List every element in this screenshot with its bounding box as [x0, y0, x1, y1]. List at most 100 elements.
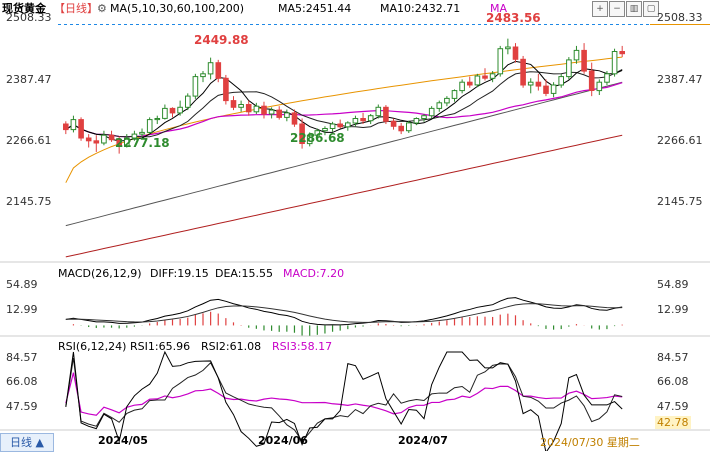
fullscreen-icon[interactable]: ▢: [643, 1, 659, 17]
candle: [436, 100, 443, 112]
candle: [428, 106, 435, 119]
macd-dea-line: [65, 303, 623, 323]
macd-dif-line: [65, 297, 623, 326]
candle: [291, 109, 298, 127]
rsi-tick: 84.57: [657, 351, 689, 364]
candle: [192, 73, 199, 99]
candle-body: [367, 115, 374, 122]
indicator-settings-icon[interactable]: ⚙: [97, 2, 107, 15]
candle-body: [192, 76, 199, 97]
ma200-line: [65, 134, 623, 258]
high-annotation-2: 2483.56: [486, 11, 541, 25]
candle-body: [207, 62, 214, 75]
candle: [85, 134, 92, 148]
candle-body: [550, 84, 557, 94]
x-tick: 2024/07: [398, 434, 448, 447]
low-annotation-1: 2277.18: [115, 136, 170, 150]
rsi-label[interactable]: RSI(6,12,24): [58, 340, 127, 353]
macd-tick-left: 12.99: [6, 303, 38, 316]
candle-body: [299, 123, 305, 144]
price-tick: 2266.61: [657, 134, 703, 147]
candle: [93, 135, 100, 152]
candle: [413, 117, 420, 126]
candle: [230, 96, 237, 111]
candle: [535, 73, 542, 91]
symbol-name: 现货黄金: [2, 2, 46, 15]
candle-body: [444, 97, 450, 104]
candle-body: [223, 77, 229, 102]
price-tick: 2387.47: [657, 73, 703, 86]
chart-type-icon[interactable]: ▥: [626, 1, 642, 17]
candle: [139, 128, 145, 138]
candle: [611, 48, 618, 77]
candle-body: [535, 81, 542, 87]
candle: [108, 130, 115, 142]
candle-body: [581, 49, 587, 72]
rsi-tick-left: 66.08: [6, 375, 38, 388]
rsi2-line: [65, 358, 623, 442]
macd-label[interactable]: MACD(26,12,9): [58, 267, 142, 280]
price-tick-left: 2387.47: [6, 73, 52, 86]
candle: [238, 100, 244, 112]
candle-body: [375, 106, 382, 117]
candle: [474, 73, 481, 88]
candle-body: [558, 76, 565, 86]
period-label: 【日线】: [54, 2, 98, 15]
candle-body: [329, 123, 336, 129]
ma100-line: [65, 81, 623, 227]
candle-body: [169, 107, 176, 114]
candle-body: [588, 70, 595, 91]
cursor-date: 2024/07/30 星期二: [540, 436, 640, 449]
candle-body: [154, 118, 161, 121]
candle: [345, 121, 351, 131]
period-selector-button[interactable]: 日线 ▲: [0, 433, 54, 452]
candle-body: [573, 49, 580, 61]
period-selector-label: 日线: [10, 436, 33, 449]
price-tick-left: 2508.33: [6, 11, 52, 24]
candle: [207, 57, 214, 80]
candle-body: [520, 58, 526, 86]
macd-macd-value: MACD:7.20: [283, 267, 345, 280]
candle-body: [436, 102, 443, 109]
candle-body: [611, 51, 618, 75]
candle-body: [101, 134, 107, 144]
ma-more-value: MA: [490, 2, 508, 15]
macd-diff-value: DIFF:19.15: [150, 267, 209, 280]
candle: [566, 57, 572, 80]
candle-body: [467, 81, 473, 86]
candle: [619, 45, 626, 58]
candle: [299, 118, 305, 149]
macd-dea-value: DEA:15.55: [215, 267, 273, 280]
candle: [444, 96, 450, 107]
candle-body: [527, 81, 534, 86]
candle: [215, 59, 222, 83]
candle-body: [390, 120, 397, 127]
zoom-in-icon[interactable]: +: [592, 1, 608, 17]
candle-body: [108, 134, 115, 141]
candle-body: [497, 48, 504, 75]
price-tick-left: 2266.61: [6, 134, 52, 147]
candle: [314, 128, 321, 138]
candle: [451, 89, 458, 102]
candle: [177, 100, 183, 116]
candle: [406, 120, 412, 133]
rsi2-value: RSI2:61.08: [201, 340, 262, 353]
candle: [70, 115, 77, 133]
zoom-out-icon[interactable]: −: [609, 1, 625, 17]
candle-body: [566, 59, 572, 78]
ma60-line: [65, 56, 623, 183]
candle-body: [268, 109, 275, 115]
rsi-tick-left: 84.57: [6, 351, 38, 364]
candle-body: [215, 62, 222, 79]
candle: [101, 130, 107, 146]
candle-body: [253, 105, 260, 113]
candle: [367, 114, 374, 125]
candle-body: [489, 73, 496, 79]
candle-body: [619, 51, 626, 55]
candle-body: [337, 123, 343, 128]
ma5-value: MA5:2451.44: [278, 2, 352, 15]
candle: [390, 118, 397, 130]
candle-body: [70, 119, 77, 131]
ma-indicator-label[interactable]: MA(5,10,30,60,100,200): [110, 2, 245, 15]
